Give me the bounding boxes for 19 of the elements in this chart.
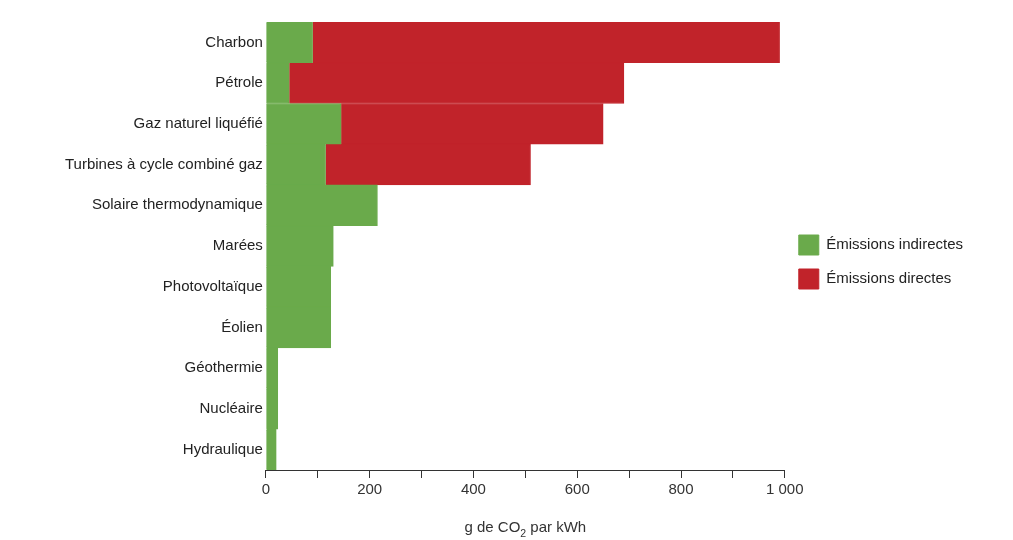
- y-tick-label: Turbines à cycle combiné gaz: [65, 154, 263, 172]
- x-tick-label: 1 000: [766, 480, 804, 498]
- y-tick-label: Géothermie: [184, 358, 263, 376]
- x-tick-label: 800: [668, 480, 694, 498]
- y-tick-label: Éolien: [221, 317, 263, 335]
- y-tick-label: Hydraulique: [182, 439, 263, 457]
- x-tick-label: 200: [357, 480, 383, 498]
- legend-label: Émissions directes: [826, 269, 952, 287]
- x-tick-label: 0: [261, 480, 271, 498]
- y-tick-label: Nucléaire: [199, 399, 263, 417]
- y-tick-label: Gaz naturel liquéfié: [133, 113, 263, 131]
- legend-label: Émissions indirectes: [826, 235, 963, 253]
- y-tick-label: Solaire thermodynamique: [91, 195, 263, 213]
- y-tick-label: Marées: [212, 236, 263, 254]
- x-tick-label: 600: [564, 480, 590, 498]
- y-tick-label: Pétrole: [215, 73, 263, 91]
- y-tick-label: Charbon: [205, 32, 263, 50]
- y-tick-label: Photovoltaïque: [162, 276, 263, 294]
- x-tick-label: 400: [460, 480, 486, 498]
